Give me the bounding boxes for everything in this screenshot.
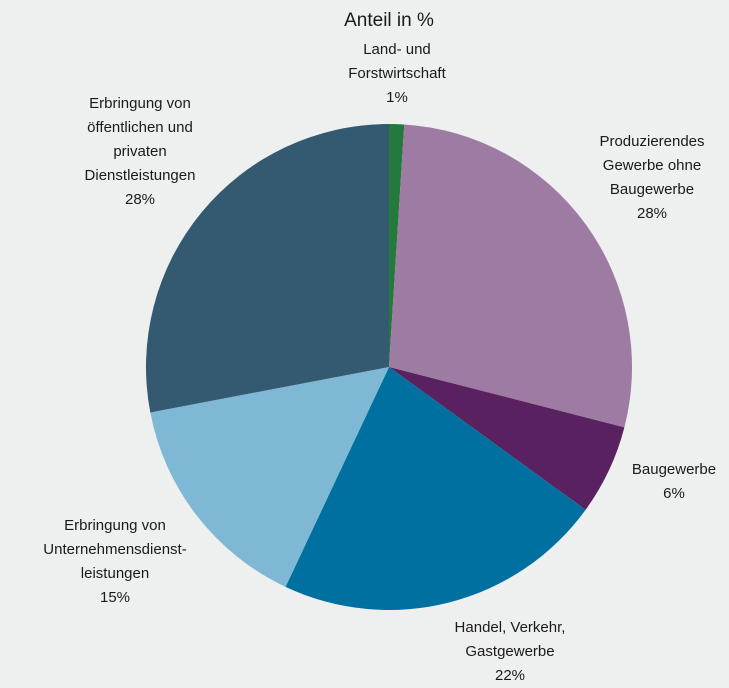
- value-label: 6%: [663, 485, 685, 502]
- pie-slice: [145, 124, 389, 413]
- category-label: Erbringung von öffentlichen und privaten…: [84, 95, 196, 184]
- pie-slice: [150, 367, 389, 587]
- slice-label: Erbringung von öffentlichen und privaten…: [85, 92, 196, 212]
- pie-slice: [389, 367, 625, 510]
- slice-label: Erbringung von Unternehmensdienst- leist…: [43, 514, 186, 610]
- category-label: Erbringung von Unternehmensdienst- leist…: [43, 517, 187, 582]
- chart-title: Anteil in %: [344, 10, 434, 31]
- category-label: Handel, Verkehr, Gastgewerbe: [454, 619, 566, 660]
- category-label: Produzierendes Gewerbe ohne Baugewerbe: [599, 133, 705, 198]
- category-label: Baugewerbe: [631, 461, 717, 478]
- slice-label: Baugewerbe 6%: [632, 458, 716, 506]
- value-label: 28%: [124, 191, 156, 208]
- slice-label: Produzierendes Gewerbe ohne Baugewerbe 28…: [599, 130, 704, 226]
- slice-label: Land- und Forstwirtschaft 1%: [348, 38, 446, 110]
- value-label: 15%: [99, 589, 131, 606]
- pie-slice: [389, 124, 405, 367]
- value-label: 28%: [636, 205, 668, 222]
- value-label: 22%: [494, 667, 526, 684]
- value-label: 1%: [386, 89, 408, 106]
- slice-label: Handel, Verkehr, Gastgewerbe 22%: [455, 616, 566, 688]
- pie-slice: [285, 367, 586, 610]
- pie-slice: [389, 124, 632, 428]
- category-label: Land- und Forstwirtschaft: [348, 41, 446, 82]
